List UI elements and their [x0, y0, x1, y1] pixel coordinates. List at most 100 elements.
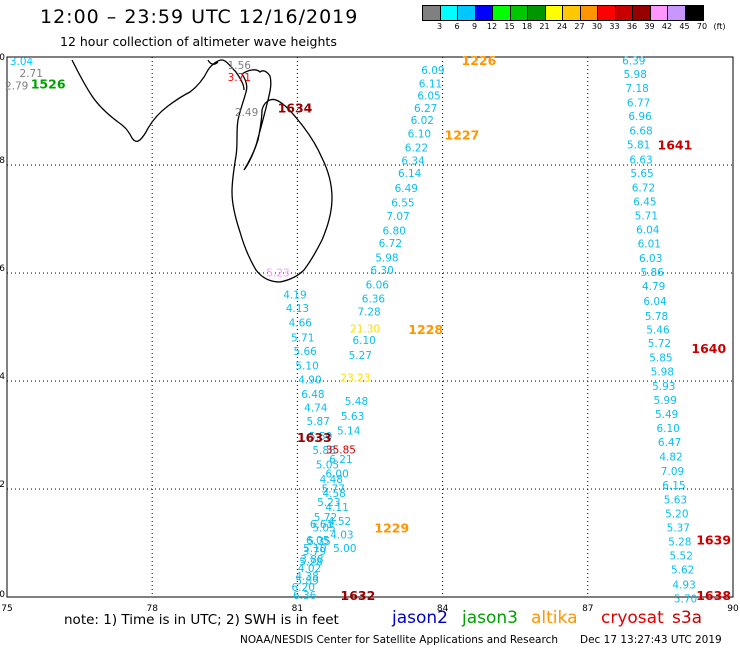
- color-scale-label: 12: [486, 22, 498, 31]
- color-swatch-7: [545, 6, 563, 20]
- wave-height-value: 5.77: [322, 484, 345, 496]
- color-scale-label: (ft): [713, 22, 726, 31]
- wave-height-value: 3.71: [228, 72, 251, 84]
- wave-height-value: 6.30: [370, 265, 393, 277]
- wave-height-value: 5.65: [630, 168, 653, 180]
- wave-height-value: 35.85: [326, 444, 356, 456]
- wave-height-value: 2.71: [20, 68, 43, 80]
- wave-height-value: 4.58: [322, 488, 345, 500]
- color-swatch-8: [563, 6, 581, 20]
- latitude-tick-label: 6: [0, 264, 5, 274]
- wave-height-value: 5.37: [667, 523, 690, 535]
- wave-height-value: 6.47: [658, 437, 681, 449]
- wave-height-value: 6.27: [414, 103, 437, 115]
- color-scale-label: 70: [696, 22, 708, 31]
- wave-height-value: 23.23: [340, 372, 370, 384]
- pass-time-label: 1228: [408, 322, 443, 337]
- wave-height-value: 5.89: [295, 575, 318, 587]
- wave-height-value: 4.03: [330, 530, 353, 542]
- wave-height-value: 6.36: [362, 294, 386, 306]
- wave-height-value: 5.63: [664, 494, 687, 506]
- color-swatch-9: [580, 6, 598, 20]
- wave-height-value: 21.30: [350, 323, 380, 335]
- wave-height-value: 7.09: [661, 466, 684, 478]
- wave-height-value: 4.13: [286, 303, 309, 315]
- sri-lanka-coastline: [71, 59, 333, 283]
- satellite-legend-item: jason3: [462, 608, 518, 628]
- color-scale-label: 6: [454, 22, 460, 31]
- color-scale-label: 3: [436, 22, 443, 31]
- wave-height-value: 7.28: [357, 307, 380, 319]
- wave-height-value: 5.05: [312, 523, 335, 535]
- pass-time-label: 1227: [445, 128, 480, 143]
- color-scale-label: 9: [471, 22, 478, 31]
- wave-height-value: 4.79: [642, 281, 665, 293]
- wave-height-value: 5.98: [624, 69, 647, 81]
- pass-time-label: 1640: [691, 341, 726, 356]
- wave-height-value: 6.61: [310, 519, 333, 531]
- wave-height-value: 6.36: [293, 590, 317, 602]
- wave-height-value: 5.70: [674, 593, 697, 605]
- color-scale-label: 27: [574, 22, 585, 31]
- pass-time-label: 1639: [696, 533, 731, 548]
- wave-height-value: 5.71: [635, 210, 658, 222]
- map-grid: 75 78 81 84 87 90 0 2 4 6 8 10: [0, 53, 739, 614]
- wave-height-value: 6.34: [401, 155, 425, 167]
- wave-height-value: 6.45: [633, 196, 656, 208]
- satellite-legend-item: altika: [531, 608, 578, 628]
- wave-height-value: 5.72: [314, 512, 337, 524]
- latitude-tick-label: 8: [0, 156, 5, 166]
- color-swatch-12: [633, 6, 651, 20]
- wave-height-value: 2.79: [5, 80, 28, 92]
- color-swatch-1: [440, 6, 458, 20]
- wave-height-value: 5.28: [299, 557, 322, 569]
- wave-height-value: 4.90: [298, 375, 321, 387]
- wave-height-value: 4.74: [304, 403, 328, 415]
- wave-height-value: 5.27: [349, 350, 372, 362]
- wave-height-value: 6.48: [301, 389, 324, 401]
- wave-height-value: 5.48: [345, 396, 368, 408]
- wave-height-value: 6.11: [419, 79, 442, 91]
- wave-height-value: 5.28: [668, 537, 691, 549]
- wave-height-value: 5.66: [293, 346, 317, 358]
- wave-height-value: 5.87: [307, 416, 330, 428]
- wave-height-value: 6.15: [662, 480, 685, 492]
- wave-height-value: 6.04: [636, 224, 660, 236]
- wave-height-value: 5.23: [317, 497, 340, 509]
- wave-height-value: 5.63: [341, 411, 364, 423]
- wave-height-value: 6.77: [627, 98, 650, 110]
- pass-time-label: 1634: [278, 101, 313, 116]
- color-scale-label: 42: [661, 22, 673, 31]
- wave-height-value: 5.00: [333, 543, 356, 555]
- map-frame: [6, 56, 734, 598]
- color-scale-label: 39: [644, 22, 655, 31]
- wave-height-value: 5.23: [266, 268, 289, 280]
- wave-height-value: 6.39: [622, 55, 645, 67]
- wave-height-value: 4.93: [672, 579, 695, 591]
- map-title: 12:00 – 23:59 UTC 12/16/2019: [40, 6, 359, 28]
- wave-height-value: 5.93: [652, 381, 675, 393]
- color-swatch-10: [598, 6, 616, 20]
- wave-height-value: 6.02: [411, 115, 434, 127]
- wave-height-value: 5.35: [307, 536, 330, 548]
- longitude-tick-label: 90: [727, 604, 739, 614]
- wave-height-value: 6.20: [292, 582, 315, 594]
- wave-height-value: 4.66: [289, 317, 313, 329]
- wave-height-value: 5.50: [309, 431, 332, 443]
- wave-height-value: 5.85: [649, 352, 672, 364]
- color-swatch-6: [528, 6, 546, 20]
- color-swatch-13: [650, 6, 668, 20]
- wave-height-value: 6.63: [629, 154, 652, 166]
- longitude-tick-label: 84: [437, 604, 449, 614]
- wave-height-value: 3.79: [303, 546, 326, 558]
- wave-height-value: 6.72: [379, 238, 402, 250]
- wave-height-value: 5.52: [670, 551, 693, 563]
- credit-line: NOAA/NESDIS Center for Satellite Applica…: [240, 634, 558, 646]
- wave-height-value: 6.68: [629, 126, 652, 138]
- pass-time-label: 1229: [374, 520, 409, 535]
- wave-height-value: 6.06: [366, 280, 390, 292]
- wave-height-value: 5.81: [627, 140, 650, 152]
- wave-height-value: 5.98: [651, 366, 674, 378]
- color-scale-label: 33: [609, 22, 620, 31]
- wave-height-value: 5.46: [646, 324, 670, 336]
